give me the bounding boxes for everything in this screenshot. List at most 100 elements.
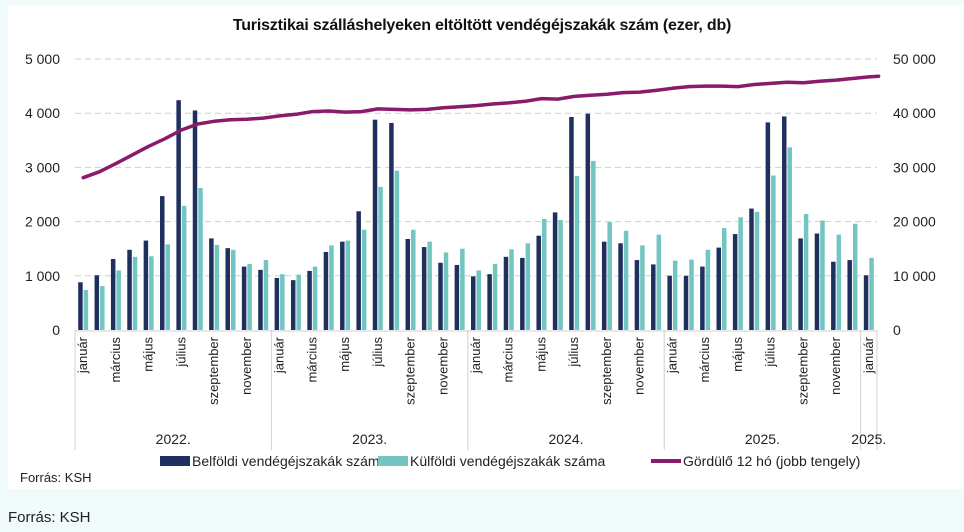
month-label: március bbox=[304, 337, 319, 383]
bar-kulfoldi bbox=[100, 286, 105, 330]
bar-kulfoldi bbox=[345, 240, 351, 330]
bar-belfoldi bbox=[814, 233, 820, 330]
bar-kulfoldi bbox=[574, 176, 580, 330]
bar-kulfoldi bbox=[280, 274, 285, 330]
bar-belfoldi bbox=[389, 122, 394, 331]
y-tick-label-right: 50 000 bbox=[893, 51, 936, 67]
month-label: szeptember bbox=[403, 336, 418, 405]
bar-belfoldi bbox=[290, 280, 296, 330]
y-tick-label-left: 5 000 bbox=[25, 51, 60, 67]
month-label: január bbox=[468, 336, 483, 374]
bar-kulfoldi bbox=[492, 263, 498, 330]
bar-kulfoldi bbox=[149, 256, 154, 330]
month-label: január bbox=[272, 336, 287, 374]
year-label: 2025. bbox=[851, 431, 886, 447]
bar-kulfoldi bbox=[852, 223, 858, 330]
bar-kulfoldi bbox=[787, 147, 792, 330]
month-label: január bbox=[664, 336, 679, 374]
bar-kulfoldi bbox=[591, 160, 596, 330]
bar-kulfoldi bbox=[443, 252, 449, 330]
month-label: március bbox=[697, 337, 712, 383]
legend-label-gordulo: Gördülő 12 hó (jobb tengely) bbox=[683, 453, 861, 469]
month-label: március bbox=[108, 337, 123, 383]
bar-belfoldi bbox=[372, 119, 378, 330]
bar-belfoldi bbox=[716, 247, 722, 330]
bar-belfoldi bbox=[209, 238, 214, 330]
bar-belfoldi bbox=[192, 110, 198, 331]
legend-item-kulfoldi: Külföldi vendégéjszakák száma bbox=[378, 453, 605, 469]
bar-kulfoldi bbox=[869, 257, 874, 330]
source-note-inner: Forrás: KSH bbox=[20, 470, 92, 485]
month-label: július bbox=[370, 337, 385, 368]
legend-item-belfoldi: Belföldi vendégéjszakák száma bbox=[160, 453, 387, 469]
month-label: július bbox=[566, 337, 581, 368]
bar-belfoldi bbox=[94, 275, 100, 330]
bar-kulfoldi bbox=[722, 228, 727, 330]
bar-belfoldi bbox=[225, 248, 230, 330]
bar-belfoldi bbox=[863, 275, 869, 330]
month-label: március bbox=[501, 337, 516, 383]
bar-belfoldi bbox=[601, 241, 607, 330]
legend-swatch-gordulo bbox=[651, 459, 681, 463]
bar-kulfoldi bbox=[378, 186, 383, 330]
bar-kulfoldi bbox=[820, 220, 825, 330]
legend-label-belfoldi: Belföldi vendégéjszakák száma bbox=[192, 453, 388, 469]
legend-label-kulfoldi: Külföldi vendégéjszakák száma bbox=[410, 453, 606, 469]
line-gordulo-12-ho bbox=[81, 74, 881, 180]
chart-title: Turisztikai szálláshelyeken eltöltött ve… bbox=[232, 17, 732, 34]
bar-kulfoldi bbox=[623, 230, 629, 330]
bar-kulfoldi bbox=[132, 256, 138, 330]
legend-swatch-kulfoldi bbox=[378, 456, 408, 466]
bar-kulfoldi bbox=[247, 263, 252, 330]
bar-belfoldi bbox=[405, 238, 411, 330]
month-label: szeptember bbox=[599, 336, 614, 405]
legend: Belföldi vendégéjszakák száma Külföldi v… bbox=[0, 453, 964, 473]
month-label: november bbox=[239, 336, 254, 394]
month-label: november bbox=[828, 336, 843, 394]
month-label: szeptember bbox=[206, 336, 221, 405]
bar-belfoldi bbox=[732, 234, 738, 330]
bar-belfoldi bbox=[160, 196, 165, 330]
y-tick-label-left: 2 000 bbox=[25, 214, 60, 230]
y-tick-label-right: 10 000 bbox=[893, 268, 936, 284]
bar-belfoldi bbox=[569, 116, 574, 330]
month-label: július bbox=[173, 337, 188, 368]
y-tick-label-left: 4 000 bbox=[25, 105, 60, 121]
bar-kulfoldi bbox=[116, 270, 121, 330]
bar-belfoldi bbox=[274, 277, 280, 330]
bar-kulfoldi bbox=[394, 170, 400, 330]
bar-belfoldi bbox=[520, 257, 525, 330]
bar-belfoldi bbox=[307, 270, 312, 330]
bar-belfoldi bbox=[127, 249, 132, 330]
y-tick-label-right: 0 bbox=[893, 322, 901, 338]
bar-kulfoldi bbox=[640, 245, 645, 330]
bar-belfoldi bbox=[667, 275, 672, 330]
year-label: 2024. bbox=[548, 431, 583, 447]
bar-belfoldi bbox=[110, 258, 116, 330]
bar-belfoldi bbox=[487, 274, 492, 330]
bar-kulfoldi bbox=[329, 245, 334, 330]
bar-belfoldi bbox=[323, 251, 329, 330]
bar-belfoldi bbox=[585, 113, 591, 330]
year-label: 2023. bbox=[352, 431, 387, 447]
bar-belfoldi bbox=[651, 264, 656, 330]
bar-kulfoldi bbox=[558, 219, 563, 330]
bar-belfoldi bbox=[536, 235, 541, 330]
bar-belfoldi bbox=[749, 208, 754, 330]
bar-belfoldi bbox=[618, 243, 623, 330]
bar-belfoldi bbox=[78, 282, 83, 330]
bar-belfoldi bbox=[356, 211, 361, 330]
y-tick-label-right: 30 000 bbox=[893, 159, 936, 175]
bar-kulfoldi bbox=[165, 244, 171, 330]
bar-belfoldi bbox=[847, 260, 852, 330]
year-label: 2022. bbox=[156, 431, 191, 447]
bar-belfoldi bbox=[143, 240, 149, 330]
month-label: november bbox=[435, 336, 450, 394]
month-label: május bbox=[730, 337, 745, 372]
bar-kulfoldi bbox=[181, 205, 187, 330]
bar-belfoldi bbox=[798, 238, 803, 330]
chart-svg: 0 0 1 000 10 000 2 000 20 000 3 000 30 000 4 000… bbox=[25, 51, 936, 450]
bar-kulfoldi bbox=[656, 234, 662, 330]
bar-kulfoldi bbox=[83, 289, 89, 330]
month-label: május bbox=[337, 337, 352, 372]
